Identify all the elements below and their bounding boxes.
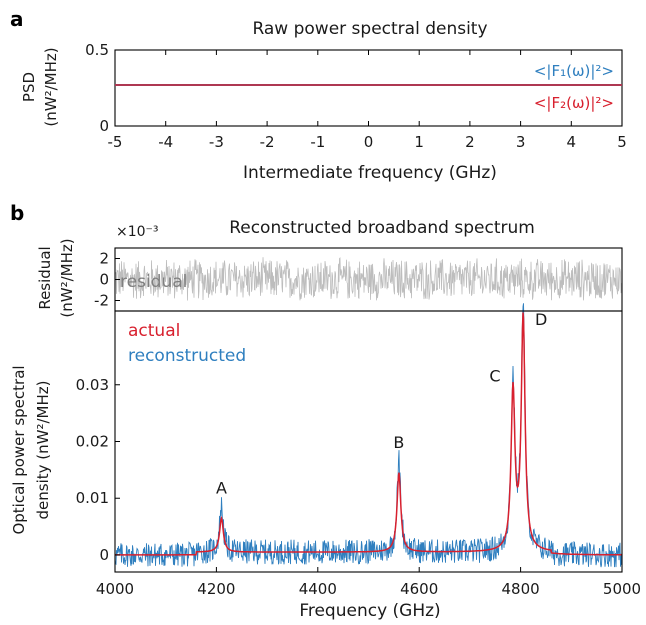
residual-trace bbox=[114, 257, 623, 301]
panel-a-xtick-label: -1 bbox=[310, 133, 325, 151]
legend-f1: <|F₁(ω)|²> bbox=[534, 62, 614, 80]
legend-actual: actual bbox=[128, 321, 180, 341]
panel-a-xtick-label: 4 bbox=[567, 133, 577, 151]
peak-label-A: A bbox=[216, 479, 227, 498]
panel-a-xtick-label: 3 bbox=[516, 133, 526, 151]
residual-ytick-label: 2 bbox=[99, 250, 109, 268]
panel-a-title: Raw power spectral density bbox=[252, 19, 487, 39]
panel-b-xlabel: Frequency (GHz) bbox=[299, 601, 440, 621]
panel-a-xtick-label: -4 bbox=[158, 133, 173, 151]
exponent-label: ×10⁻³ bbox=[116, 224, 159, 240]
reconstructed-trace bbox=[114, 303, 623, 568]
peak-label-C: C bbox=[489, 367, 500, 386]
residual-ylabel-line1: Residual bbox=[36, 246, 54, 309]
residual-ylabel-line2: (nW²/MHz) bbox=[58, 238, 76, 317]
spectrum-xtick-label: 4800 bbox=[502, 580, 540, 598]
legend-reconstructed: reconstructed bbox=[128, 346, 246, 366]
spectrum-xtick-label: 4600 bbox=[400, 580, 438, 598]
spectrum-xtick-label: 5000 bbox=[603, 580, 641, 598]
panel-a-xlabel: Intermediate frequency (GHz) bbox=[243, 163, 497, 183]
peak-label-D: D bbox=[535, 310, 547, 329]
legend-f2: <|F₂(ω)|²> bbox=[534, 94, 614, 112]
peak-label-B: B bbox=[393, 433, 404, 452]
spectrum-ytick-label: 0.02 bbox=[76, 433, 109, 451]
panel-a-label: a bbox=[10, 7, 24, 31]
spectrum-xtick-label: 4200 bbox=[197, 580, 235, 598]
panel-a-xtick-label: -3 bbox=[209, 133, 224, 151]
panel-b-title: Reconstructed broadband spectrum bbox=[229, 218, 535, 238]
spectrum-ytick-label: 0.03 bbox=[76, 376, 109, 394]
panel-a-ytick-label: 0 bbox=[99, 117, 109, 135]
main-ylabel-line1: Optical power spectral bbox=[10, 365, 28, 534]
spectrum-xtick-label: 4400 bbox=[299, 580, 337, 598]
panel-a-ylabel-line2: (nW²/MHz) bbox=[42, 47, 60, 126]
residual-ytick-label: 0 bbox=[99, 271, 109, 289]
residual-ytick-label: -2 bbox=[94, 292, 109, 310]
spectrum-ytick-label: 0.01 bbox=[76, 489, 109, 507]
panel-a-xtick-label: 1 bbox=[414, 133, 424, 151]
actual-trace bbox=[115, 312, 622, 556]
panel-a-xtick-label: 5 bbox=[617, 133, 627, 151]
panel-a-xtick-label: 0 bbox=[364, 133, 374, 151]
panel-a-ylabel-line1: PSD bbox=[20, 72, 38, 102]
main-ylabel-line2: density (nW²/MHz) bbox=[34, 381, 52, 520]
residual-label: residual bbox=[120, 272, 187, 292]
panel-a-xtick-label: -2 bbox=[260, 133, 275, 151]
spectrum-axes: 4000 4200 4400 4600 4800 5000 0 0.01 0.02 0.03 A B C… bbox=[76, 303, 641, 598]
panel-a-xtick-label: -5 bbox=[108, 133, 123, 151]
spectrum-xtick-label: 4000 bbox=[96, 580, 134, 598]
spectrum-ytick-label: 0 bbox=[99, 546, 109, 564]
panel-b-label: b bbox=[10, 201, 24, 225]
panel-a-ytick-label: 0.5 bbox=[85, 41, 109, 59]
panel-a-axes: -5 -4 -3 -2 -1 0 1 2 3 4 5 0 0.5 bbox=[85, 41, 627, 151]
panel-a-xtick-label: 2 bbox=[465, 133, 475, 151]
